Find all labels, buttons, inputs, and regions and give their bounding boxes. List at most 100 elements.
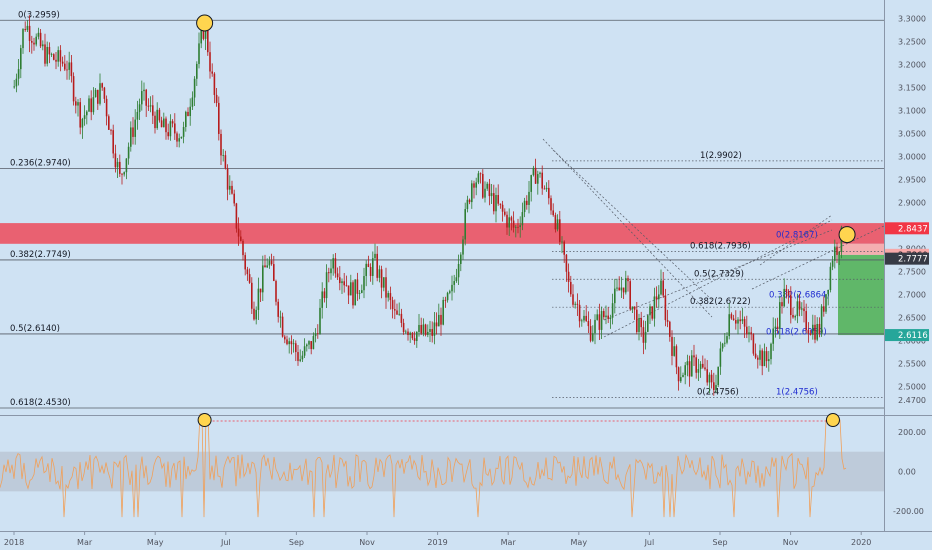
- candle: [688, 361, 691, 377]
- candle: [235, 203, 238, 229]
- candle: [312, 336, 315, 350]
- candle: [160, 120, 163, 128]
- candle: [728, 314, 730, 337]
- candle: [651, 306, 653, 319]
- candle: [550, 198, 552, 211]
- candle: [713, 382, 715, 391]
- candle: [475, 182, 477, 188]
- candle: [402, 322, 405, 333]
- candle: [396, 310, 398, 315]
- candle: [97, 89, 99, 104]
- candle: [620, 287, 623, 291]
- candle: [655, 296, 658, 300]
- candle: [638, 318, 640, 333]
- candle: [798, 301, 801, 310]
- candle: [629, 281, 631, 310]
- candle: [363, 276, 365, 291]
- candle: [413, 338, 416, 341]
- time-tick-label: Nov: [359, 538, 375, 547]
- price-tick-label: 2.5500: [898, 359, 926, 368]
- candle: [405, 331, 407, 333]
- candle: [614, 288, 616, 304]
- candle: [750, 332, 752, 335]
- candle: [108, 116, 110, 130]
- candle: [345, 285, 348, 287]
- candle: [314, 333, 317, 337]
- candle: [53, 54, 55, 60]
- candle: [330, 268, 332, 274]
- price-tick-label: 3.3000: [898, 14, 926, 23]
- candle: [389, 293, 392, 301]
- trend-line: [552, 149, 713, 301]
- candle: [163, 118, 165, 128]
- candle: [466, 199, 469, 210]
- candle: [660, 280, 662, 295]
- candle: [506, 214, 508, 228]
- candle: [743, 319, 746, 327]
- candle: [83, 115, 86, 119]
- candle: [358, 292, 361, 294]
- candle: [279, 316, 282, 318]
- candle: [508, 217, 510, 228]
- candle: [570, 281, 572, 295]
- highlight-circle: [838, 226, 856, 244]
- candle: [440, 314, 442, 325]
- candle: [521, 212, 524, 226]
- candle: [829, 266, 832, 290]
- time-tick-label: Jul: [220, 538, 231, 547]
- candle: [735, 320, 737, 324]
- candle: [565, 254, 568, 272]
- candle: [807, 330, 810, 334]
- candle: [442, 299, 444, 325]
- candle: [488, 183, 491, 197]
- candle: [471, 183, 473, 203]
- candle: [143, 89, 145, 92]
- fib-small-label: 0.618(2.6059): [766, 328, 827, 338]
- candle: [596, 314, 598, 320]
- candle: [765, 351, 768, 362]
- candle: [814, 324, 816, 340]
- candle: [677, 367, 680, 382]
- candle: [39, 32, 42, 47]
- candle: [607, 315, 609, 319]
- time-tick-label: Sep: [712, 538, 727, 547]
- candle: [68, 62, 70, 70]
- candle: [310, 341, 312, 350]
- candle: [259, 288, 262, 293]
- candle: [350, 282, 352, 296]
- candle: [391, 300, 394, 310]
- candle: [182, 127, 185, 137]
- candle: [141, 91, 143, 105]
- price-tick-label: 2.6500: [898, 313, 926, 322]
- fib-left-label: 0.236(2.9740): [10, 158, 71, 168]
- candle: [169, 121, 172, 137]
- candle: [449, 291, 451, 293]
- candle: [222, 155, 224, 156]
- candle: [572, 294, 574, 305]
- candle: [400, 313, 403, 323]
- candle: [618, 287, 620, 291]
- candle: [831, 260, 834, 267]
- fib-right-label: 0.5(2.7329): [694, 269, 744, 279]
- candle: [523, 200, 526, 213]
- candle: [770, 343, 772, 360]
- candle: [702, 363, 704, 368]
- candle: [211, 71, 213, 74]
- candle: [781, 302, 783, 307]
- candle: [42, 44, 44, 47]
- candle: [75, 101, 77, 106]
- candle: [818, 323, 821, 334]
- candle: [48, 46, 51, 55]
- candle: [838, 251, 840, 255]
- candle: [26, 25, 29, 31]
- candle: [33, 42, 35, 45]
- candle: [57, 50, 59, 62]
- candle: [251, 282, 253, 309]
- candle: [669, 321, 671, 337]
- fib-left-label: 0(3.2959): [18, 10, 60, 20]
- candle: [101, 83, 103, 88]
- time-tick-label: Jul: [644, 538, 655, 547]
- time-tick-label: Mar: [77, 538, 93, 547]
- candle: [611, 303, 614, 318]
